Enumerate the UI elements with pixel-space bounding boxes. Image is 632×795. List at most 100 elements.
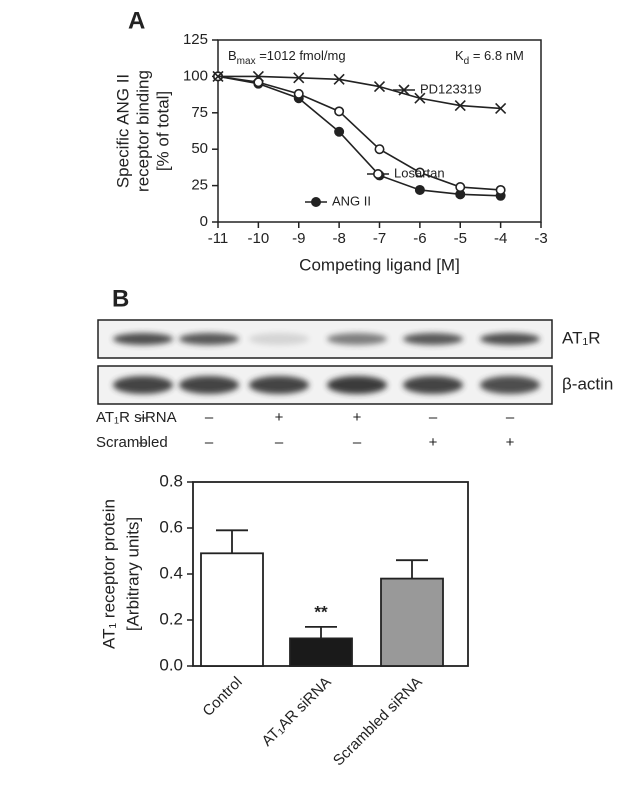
y-axis-label: Specific ANG II xyxy=(113,74,132,188)
marker-stroke xyxy=(333,73,345,85)
marker-stroke xyxy=(373,81,386,93)
series-line xyxy=(217,75,501,191)
y-tick-label: 0.6 xyxy=(159,517,183,536)
marker xyxy=(455,182,466,193)
y-tick-label: 125 xyxy=(183,31,208,48)
x-tick-label: -4 xyxy=(494,230,507,247)
x-tick-label: -10 xyxy=(248,230,270,247)
x-tick-label: -5 xyxy=(454,230,467,247)
marker-x xyxy=(293,72,305,84)
blot-band xyxy=(403,376,463,394)
condition-sign: + xyxy=(353,409,362,426)
panel-letter: A xyxy=(128,7,145,34)
blot-band xyxy=(179,333,239,345)
marker-stroke xyxy=(495,102,507,114)
marker xyxy=(414,167,425,178)
blot-band xyxy=(480,333,540,345)
marker-x xyxy=(333,73,345,85)
condition-sign: – xyxy=(429,409,438,426)
marker-stroke xyxy=(252,70,264,82)
condition-sign: + xyxy=(275,409,284,426)
blot-band xyxy=(249,333,309,345)
condition-sign: – xyxy=(506,409,515,426)
condition-sign: – xyxy=(139,434,148,451)
y-tick-label: 0.0 xyxy=(159,655,183,674)
condition-sign: + xyxy=(429,434,438,451)
annotation-text: K xyxy=(455,48,464,63)
y-tick-label: 50 xyxy=(191,140,208,157)
condition-sign: – xyxy=(275,434,284,451)
blot-row-label: AT₁R xyxy=(562,328,600,347)
marker-x xyxy=(252,70,264,82)
annotation-sub: max xyxy=(237,56,256,67)
marker xyxy=(374,144,385,155)
blot-band xyxy=(327,376,387,394)
y-axis-label: AT₁ receptor protein xyxy=(99,499,118,649)
bar xyxy=(200,552,264,667)
annotation-text: B xyxy=(228,48,237,63)
marker xyxy=(334,126,345,137)
blot-row-label: β-actin xyxy=(562,374,613,393)
x-tick-label: -6 xyxy=(413,230,426,247)
panel-letter: B xyxy=(112,285,129,312)
blot-band xyxy=(249,376,309,394)
y-tick-label: 25 xyxy=(191,177,208,194)
legend-marker xyxy=(398,84,410,96)
condition-sign: – xyxy=(353,434,362,451)
bar xyxy=(289,637,353,667)
condition-sign: – xyxy=(139,409,148,426)
x-tick-label: -3 xyxy=(534,230,547,247)
blot-band xyxy=(327,333,387,345)
legend-marker xyxy=(372,169,383,180)
marker xyxy=(495,184,506,195)
blot-band xyxy=(480,376,540,394)
x-tick-label: AT₁AR siRNA xyxy=(259,674,335,750)
y-axis-label: [% of total] xyxy=(153,91,172,171)
bar xyxy=(380,577,444,667)
marker xyxy=(414,184,425,195)
series-label: ANG II xyxy=(332,193,371,208)
series-line xyxy=(218,75,501,110)
y-axis-label: receptor binding xyxy=(133,70,152,192)
x-tick-label: Control xyxy=(199,674,245,720)
blot-strip xyxy=(97,319,553,359)
marker-x xyxy=(495,102,507,114)
marker-x xyxy=(454,99,466,112)
marker-stroke xyxy=(212,70,224,82)
x-tick-label: -8 xyxy=(332,230,345,247)
annotation-sub: d xyxy=(464,56,470,67)
y-tick-label: 0.2 xyxy=(159,609,183,628)
condition-sign: – xyxy=(205,409,214,426)
blot-band xyxy=(113,333,173,345)
y-tick-label: 0 xyxy=(200,213,208,230)
condition-label: AT₁R siRNA xyxy=(96,409,177,426)
condition-sign: + xyxy=(506,434,515,451)
blot-band xyxy=(113,376,173,394)
blot-strip xyxy=(97,365,553,405)
legend-marker xyxy=(310,197,321,208)
series-line xyxy=(217,75,501,197)
marker-x xyxy=(414,92,426,104)
x-axis-label: Competing ligand [M] xyxy=(299,255,460,274)
annotation-text: =1012 fmol/mg xyxy=(256,48,346,63)
y-tick-label: 100 xyxy=(183,67,208,84)
marker-stroke xyxy=(414,92,426,104)
x-tick-label: -9 xyxy=(292,230,305,247)
plot-frame xyxy=(217,39,542,223)
marker-stroke xyxy=(454,99,466,112)
significance: ** xyxy=(314,602,328,621)
condition-label: Scrambled xyxy=(96,434,168,451)
annotation: Kd = 6.8 nM xyxy=(455,48,524,66)
marker-stroke xyxy=(293,72,305,84)
marker-stroke xyxy=(398,84,410,96)
blot-band xyxy=(179,376,239,394)
blot-band xyxy=(403,333,463,345)
annotation-text: = 6.8 nM xyxy=(469,48,524,63)
x-tick-label: Scrambled siRNA xyxy=(330,674,426,770)
y-tick-label: 0.4 xyxy=(159,563,183,582)
y-axis-label: [Arbitrary units] xyxy=(123,517,142,631)
marker-x xyxy=(373,81,386,93)
x-tick-label: -11 xyxy=(208,230,229,247)
marker xyxy=(293,88,304,99)
